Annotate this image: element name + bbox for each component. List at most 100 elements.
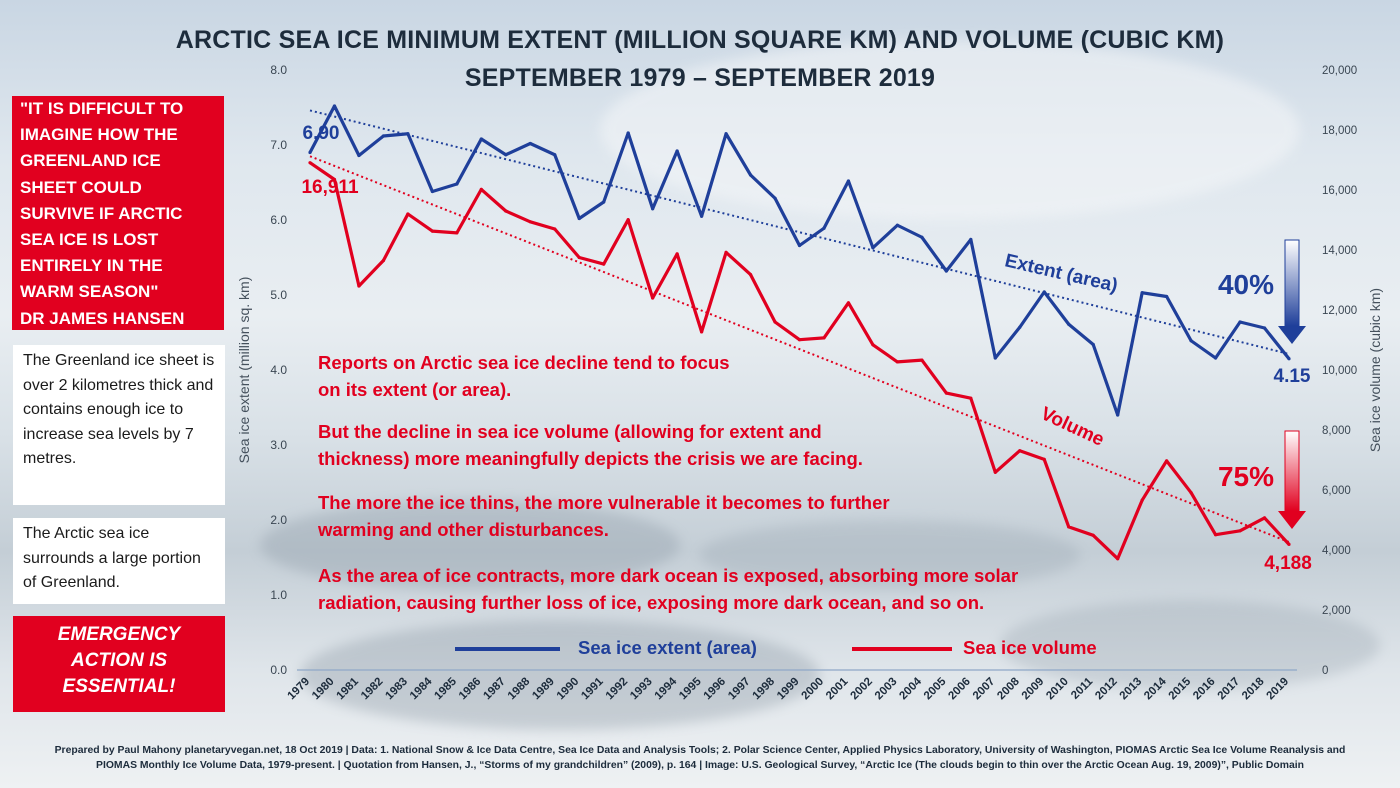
volume-point	[357, 284, 361, 288]
x-tick-label: 1981	[334, 675, 361, 702]
x-tick-label: 2004	[897, 675, 924, 702]
volume-point	[700, 330, 704, 334]
quote-line: SEA ICE IS LOST	[20, 230, 159, 250]
y-tick-label-right: 10,000	[1322, 365, 1357, 377]
x-tick-label: 2009	[1020, 676, 1047, 703]
extent-series-label: Extent (area)	[1003, 250, 1120, 296]
x-tick-label: 2002	[848, 676, 875, 703]
extent-point	[944, 269, 948, 273]
x-tick-label: 1988	[506, 675, 533, 702]
extent-point	[846, 179, 851, 183]
volume-point	[846, 301, 851, 305]
extent-point	[1287, 357, 1291, 361]
volume-start-label: 16,911	[301, 177, 358, 198]
quote-line: WARM SEASON"	[20, 282, 159, 302]
volume-point	[1262, 516, 1267, 520]
annotation-line: As the area of ice contracts, more dark …	[318, 565, 1018, 586]
background-ice-shadow	[1000, 600, 1380, 690]
emergency-line: ACTION IS	[70, 650, 168, 671]
extent-point	[504, 153, 508, 157]
extent-point	[871, 246, 875, 250]
background-ice-shadow	[300, 620, 820, 730]
extent-point	[406, 132, 410, 136]
x-tick-label: 2010	[1044, 676, 1071, 703]
chart-annotation-text: Reports on Arctic sea ice decline tend t…	[317, 352, 1018, 613]
annotation-line: warming and other disturbances.	[317, 519, 609, 540]
volume-point	[553, 227, 557, 231]
extent-point	[528, 141, 532, 146]
background-ice-shadow	[700, 520, 1080, 590]
quote-line: GREENLAND ICE	[20, 151, 161, 171]
extent-arrow-shaft	[1284, 239, 1300, 327]
extent-series	[308, 104, 1291, 417]
x-tick-label: 1984	[408, 675, 435, 702]
extent-arrow-head	[1278, 326, 1306, 344]
annotation-line: The more the ice thins, the more vulnera…	[318, 492, 890, 513]
volume-point	[1140, 498, 1144, 502]
x-tick-label: 1982	[359, 676, 386, 703]
volume-point	[430, 229, 434, 233]
y-tick-label-right: 12,000	[1322, 305, 1357, 317]
volume-point	[308, 161, 312, 165]
extent-point	[822, 226, 826, 230]
emergency-line: EMERGENCY	[57, 624, 181, 645]
x-tick-label: 1992	[604, 676, 631, 703]
annotation-line: radiation, causing further loss of ice, …	[318, 592, 984, 613]
y-tick-label-right: 16,000	[1322, 185, 1357, 197]
quote-line: "IT IS DIFFICULT TO	[20, 99, 184, 118]
volume-point	[1287, 542, 1291, 546]
volume-series-label: Volume	[1037, 403, 1107, 450]
quote-line: IMAGINE HOW THE	[20, 125, 178, 145]
volume-arrow-head	[1278, 511, 1306, 529]
volume-decline-arrow	[1278, 430, 1306, 529]
y-axis-right-ticks: 0 2,000 4,000 6,000 8,000 10,000 12,000 14,000 1…	[1322, 65, 1357, 677]
x-tick-label: 1998	[751, 675, 778, 702]
quote-line: SHEET COULD	[20, 177, 142, 197]
y-tick-label-left: 4.0	[270, 363, 287, 377]
volume-point	[1116, 557, 1120, 561]
x-tick-label: 2007	[971, 676, 998, 703]
extent-end-label: 4.15	[1274, 366, 1311, 387]
volume-end-label: 4,188	[1264, 553, 1312, 574]
y-tick-label-right: 0	[1322, 665, 1328, 677]
x-tick-label: 1999	[775, 676, 802, 703]
extent-point	[332, 104, 337, 108]
extent-point	[479, 137, 483, 141]
x-tick-label: 1993	[628, 676, 655, 703]
volume-point	[822, 336, 826, 340]
extent-point	[895, 223, 900, 227]
volume-decline-percent: 75%	[1218, 461, 1274, 492]
extent-point	[1140, 291, 1144, 295]
extent-point	[626, 131, 630, 135]
x-tick-label: 1991	[579, 675, 606, 702]
x-tick-label: 1989	[530, 676, 557, 703]
extent-point	[1165, 294, 1169, 299]
y-tick-label-right: 14,000	[1322, 245, 1357, 257]
extent-point	[675, 149, 679, 153]
legend-extent-label: Sea ice extent (area)	[578, 637, 757, 658]
chart-title: ARCTIC SEA ICE MINIMUM EXTENT (MILLION S…	[175, 26, 1225, 54]
extent-point	[430, 189, 434, 194]
extent-point	[1116, 413, 1120, 417]
extent-point	[1018, 325, 1022, 329]
x-tick-label: 1997	[726, 676, 753, 703]
x-tick-label: 1979	[286, 676, 313, 703]
x-tick-label: 1983	[383, 676, 410, 703]
x-tick-label: 1985	[432, 675, 459, 702]
extent-point	[969, 237, 973, 242]
y-axis-left-label: Sea ice extent (million sq. km)	[236, 277, 252, 464]
y-tick-label-left: 3.0	[270, 438, 287, 452]
background-ice-shadow	[260, 500, 680, 590]
y-tick-label-left: 1.0	[270, 588, 287, 602]
volume-point	[895, 360, 900, 364]
extent-start-label: 6.90	[303, 123, 340, 144]
y-tick-label-right: 8,000	[1322, 425, 1351, 437]
volume-trendline	[309, 155, 1290, 543]
extent-point	[1213, 356, 1218, 360]
x-tick-label: 2003	[873, 676, 900, 703]
y-tick-label-right: 20,000	[1322, 65, 1357, 77]
annotation-line: Reports on Arctic sea ice decline tend t…	[318, 352, 730, 373]
source-credits: Prepared by Paul Mahony planetaryvegan.n…	[0, 744, 1400, 773]
x-tick-label: 2005	[922, 675, 949, 702]
x-tick-label: 2008	[995, 675, 1022, 702]
